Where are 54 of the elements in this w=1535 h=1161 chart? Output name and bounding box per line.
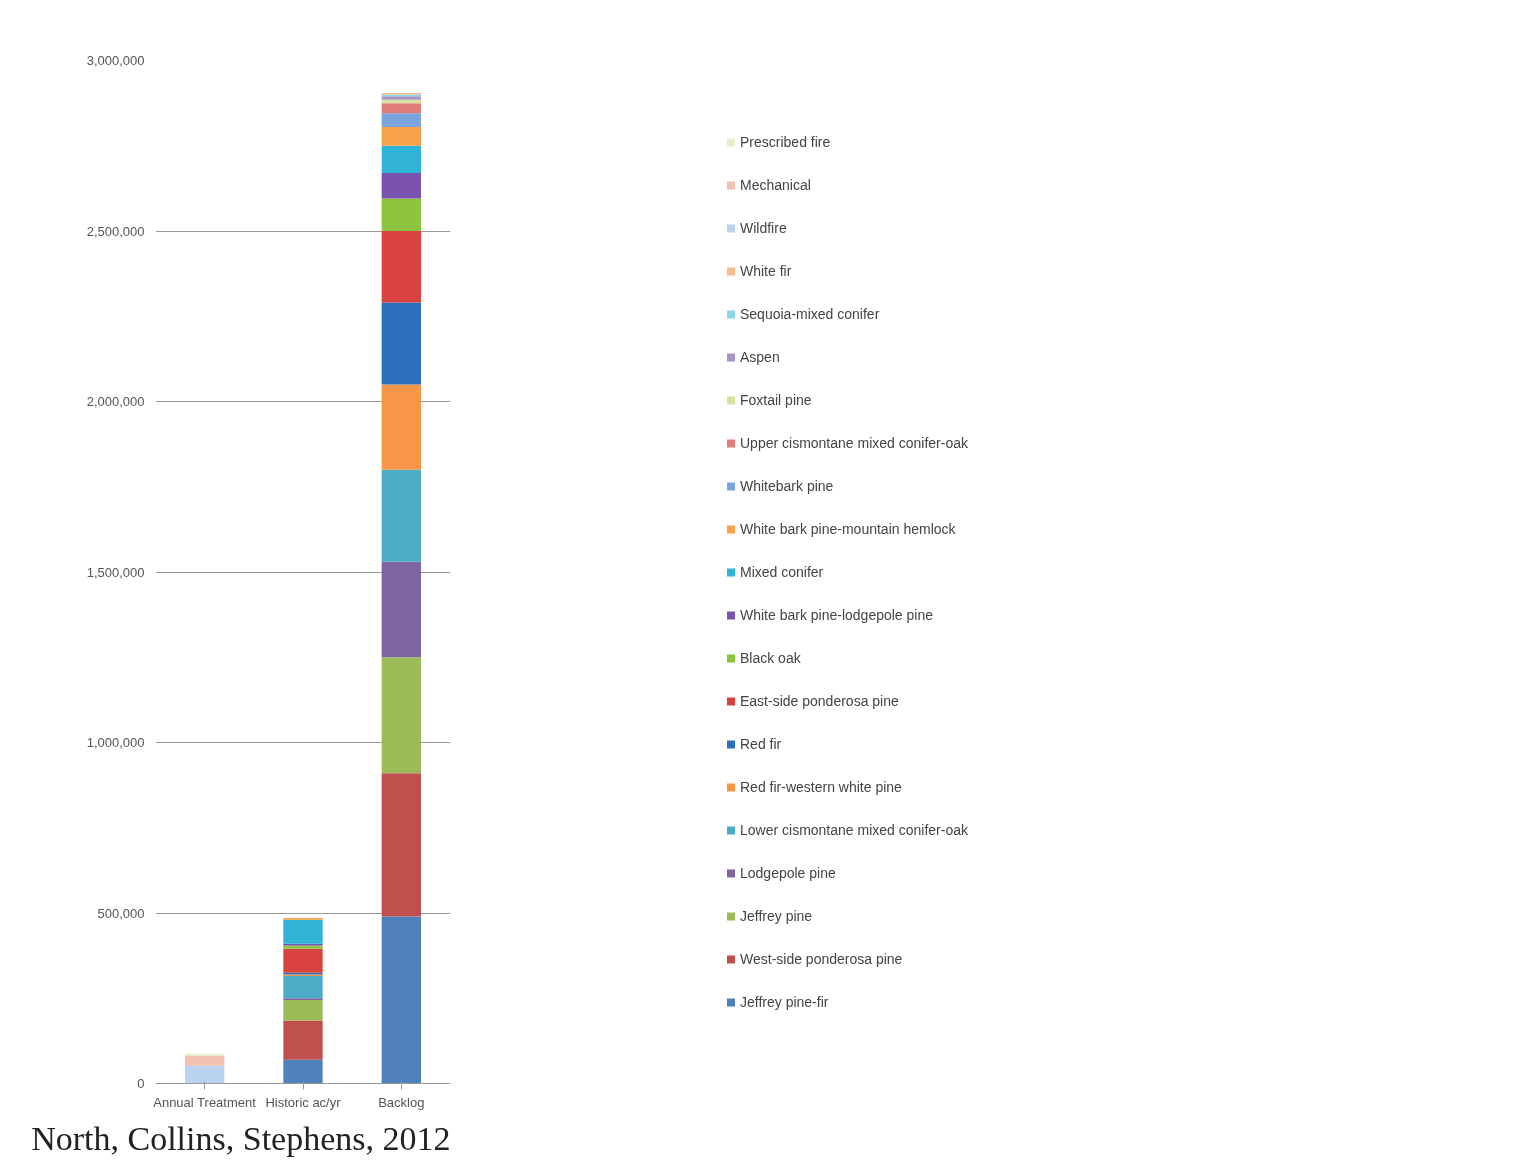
y-tick-label: 0 — [137, 1076, 145, 1091]
y-tick-label: 2,000,000 — [86, 394, 145, 409]
bar — [381, 657, 421, 774]
legend-label: Jeffrey pine-fir — [740, 992, 830, 1012]
bar — [381, 127, 421, 146]
bar — [185, 1065, 225, 1084]
bar — [283, 948, 323, 973]
bar — [283, 1020, 323, 1060]
legend-label: Red fir — [740, 734, 783, 754]
bar — [381, 302, 421, 385]
y-tick-label: 1,500,000 — [86, 564, 145, 580]
y-tick-label: 1,000,000 — [86, 735, 145, 750]
legend-label: Mixed conifer — [740, 562, 825, 582]
legend-label: Red fir-western white pine — [740, 777, 903, 797]
bar — [283, 919, 323, 944]
bar — [381, 198, 421, 231]
bar — [381, 561, 421, 658]
bar — [381, 103, 421, 114]
legend-label: Wildfire — [740, 218, 788, 238]
bar — [283, 1059, 323, 1084]
y-tick-label: 2,500,000 — [86, 223, 145, 239]
legend-label: East-side ponderosa pine — [740, 691, 900, 711]
legend-label: Lower cismontane mixed conifer-oak — [740, 820, 969, 840]
legend-label: Upper cismontane mixed conifer-oak — [740, 433, 969, 453]
bar — [381, 145, 421, 174]
y-tick-label: 3,000,000 — [86, 53, 145, 68]
bar — [381, 231, 421, 303]
bar — [283, 999, 323, 1021]
bar — [381, 113, 421, 127]
legend-label: Prescribed fire — [740, 132, 832, 152]
x-tick-label: Historic ac/yr — [265, 1094, 342, 1110]
bar — [381, 384, 421, 470]
legend-label: Foxtail pine — [740, 390, 813, 410]
y-tick-label: 500,000 — [97, 905, 145, 921]
legend-label: West-side ponderosa pine — [740, 949, 904, 969]
bar — [283, 976, 323, 999]
bar — [185, 1055, 225, 1066]
legend-label: Jeffrey pine — [740, 906, 814, 926]
legend-label: Sequoia-mixed conifer — [740, 304, 881, 324]
bar — [381, 773, 421, 917]
bar — [381, 173, 421, 199]
legend-label: Aspen — [740, 347, 781, 367]
legend-label: Black oak — [740, 648, 802, 668]
legend-label: Whitebark pine — [740, 476, 835, 496]
text: North, Collins, Stephens, 2012 — [31, 1119, 451, 1157]
legend-label: White bark pine-mountain hemlock — [740, 519, 957, 539]
x-tick-label: Annual Treatment — [153, 1094, 257, 1110]
legend-label: Lodgepole pine — [740, 863, 837, 883]
x-tick-label: Backlog — [378, 1094, 425, 1110]
legend-label: White fir — [740, 261, 793, 281]
legend-label: Mechanical — [740, 175, 812, 195]
bar — [381, 916, 421, 1084]
bar — [381, 469, 421, 562]
legend-label: White bark pine-lodgepole pine — [740, 605, 934, 625]
